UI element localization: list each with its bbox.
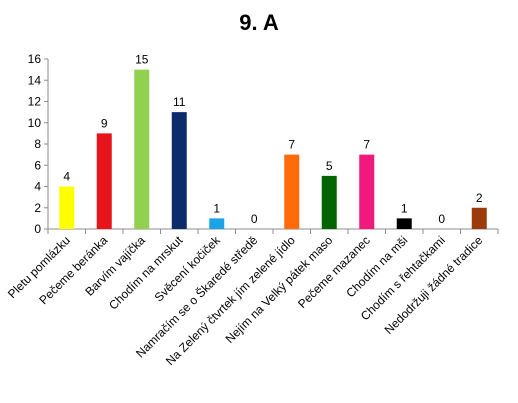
chart-title: 9. A [239,10,279,35]
y-tick-label: 10 [28,116,42,130]
bars [59,69,487,229]
bar [96,133,112,229]
y-axis: 0 2 4 6 8 10 12 14 16 [28,52,49,236]
data-label: 4 [63,170,70,184]
data-label: 9 [101,116,108,130]
category-label: Pletu pomlázku [5,233,73,301]
data-label: 5 [326,159,333,173]
y-tick-label: 4 [34,180,41,194]
data-label: 1 [401,201,408,215]
y-tick-label: 14 [28,73,42,87]
y-tick-label: 8 [34,137,41,151]
bar [209,218,225,229]
y-tick-label: 0 [34,222,41,236]
y-tick-label: 12 [28,95,42,109]
data-label: 11 [173,95,186,109]
y-tick-label: 6 [34,158,41,172]
data-label: 7 [363,138,370,152]
bar [284,154,300,229]
x-axis [47,228,499,234]
bar [359,154,375,229]
data-label: 0 [438,212,445,226]
data-label: 7 [288,138,295,152]
data-label: 2 [476,191,483,205]
data-label: 0 [251,212,258,226]
bar [396,218,412,229]
category-label: Svěcení kočiček [152,233,224,305]
y-tick-label: 2 [34,201,41,215]
category-label: Pečeme beránka [36,233,110,307]
y-tick-label: 16 [28,52,42,66]
data-label: 15 [135,53,149,67]
bar [321,175,337,229]
data-label: 1 [213,201,220,215]
bar [134,69,150,229]
bar [171,112,187,229]
bar [471,207,487,229]
bar [59,186,75,229]
